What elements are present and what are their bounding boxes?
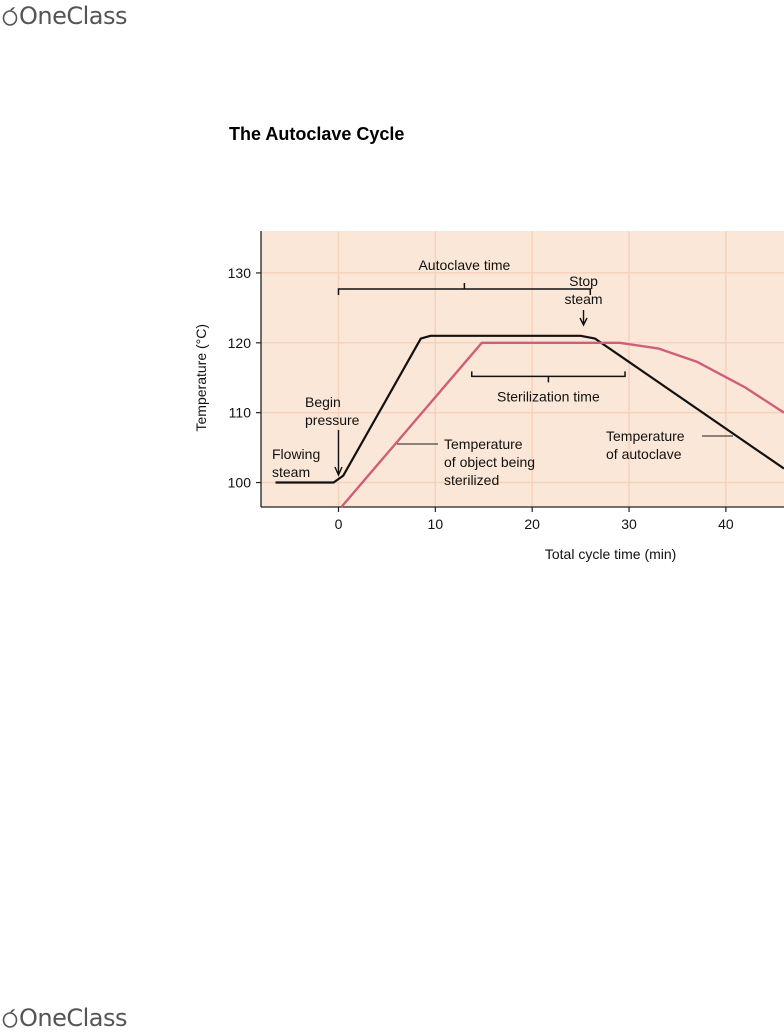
- object-temperature-label-line: of object being: [444, 454, 535, 470]
- brand-name: OneClass: [19, 1004, 128, 1032]
- stop-steam-arrow: [579, 310, 588, 327]
- x-tick-label: 20: [524, 516, 540, 532]
- y-tick-label: 110: [229, 405, 252, 421]
- x-tick-label: 30: [621, 516, 637, 532]
- flowing-steam-label-line: Flowing: [272, 446, 320, 462]
- x-axis-label: Total cycle time (min): [545, 546, 676, 562]
- y-tick-label: 120: [228, 335, 252, 351]
- x-tick-label: 10: [428, 516, 444, 532]
- object-temperature-label-line: Temperature: [444, 436, 523, 452]
- sterilization-time-label: Sterilization time: [497, 388, 600, 404]
- y-axis-label: Temperature (°C): [193, 324, 209, 432]
- y-tick-label: 130: [228, 265, 252, 281]
- oneclass-leaf-icon: [2, 7, 18, 26]
- begin-pressure-label-line: Begin: [305, 394, 341, 410]
- brand-name: OneClass: [19, 2, 128, 30]
- begin-pressure-arrow: [334, 430, 343, 477]
- x-tick-label: 40: [718, 516, 734, 532]
- autoclave-temperature-label-line: of autoclave: [606, 446, 682, 462]
- oneclass-logo-top: OneClass: [2, 2, 128, 30]
- x-tick-label: 0: [335, 516, 343, 532]
- oneclass-leaf-icon: [2, 1009, 18, 1028]
- autoclave-time-label: Autoclave time: [418, 257, 510, 273]
- object-temperature-label-line: sterilized: [444, 472, 499, 488]
- stop-steam-label-line: Stop: [569, 273, 598, 289]
- autoclave-time-bracket: [337, 282, 592, 295]
- stop-steam-label-line: steam: [564, 291, 602, 307]
- flowing-steam-label-line: steam: [272, 464, 310, 480]
- oneclass-logo-bottom: OneClass: [2, 1004, 128, 1032]
- document-title: The Autoclave Cycle: [229, 124, 405, 144]
- plot-background: [261, 231, 784, 507]
- y-tick-label: 100: [228, 475, 252, 491]
- autoclave-temperature-label-line: Temperature: [606, 428, 685, 444]
- series-line-autoclave: [275, 334, 784, 484]
- sterilization-time-bracket: [471, 371, 626, 383]
- series-line-object: [340, 341, 784, 508]
- begin-pressure-label-line: pressure: [305, 412, 360, 428]
- autoclave-cycle-chart: 0 10 20 30 40 100 110 120 130 Total cycle time (m…: [193, 231, 784, 562]
